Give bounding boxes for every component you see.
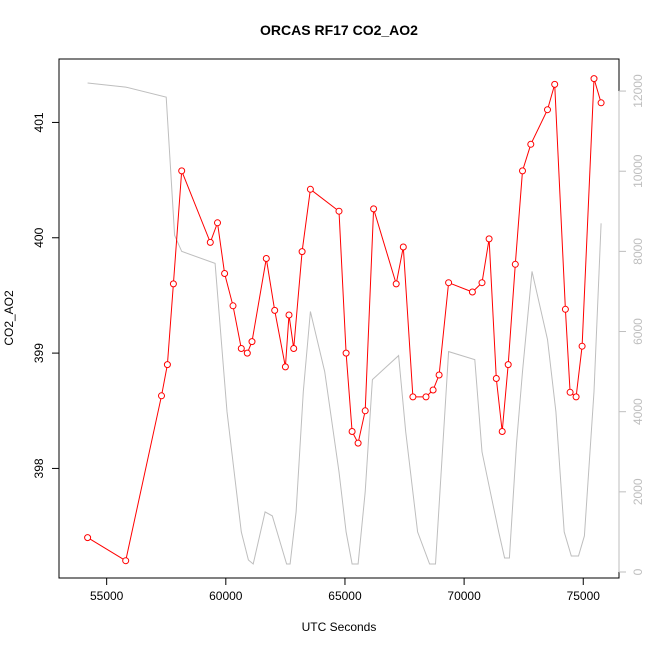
data-point	[399, 243, 407, 251]
x-tick-label: 70000	[447, 589, 481, 603]
y-axis-label: CO2_AO2	[2, 290, 16, 346]
y2-tick-label: 10000	[631, 154, 645, 188]
y2-tick-label: 0	[631, 568, 645, 575]
data-point	[561, 305, 569, 313]
data-point	[169, 280, 177, 288]
data-point	[485, 235, 493, 243]
data-point	[572, 393, 580, 401]
data-point	[392, 280, 400, 288]
data-point	[566, 388, 574, 396]
primary-series-line	[87, 78, 602, 562]
data-point	[409, 393, 417, 401]
data-point	[281, 363, 289, 371]
data-point	[519, 167, 526, 175]
data-point	[468, 288, 476, 296]
data-point	[84, 534, 92, 542]
data-point	[342, 349, 350, 357]
data-point	[551, 80, 559, 88]
x-axis: 55000 60000 65000 70000 75000	[90, 577, 601, 603]
y2-tick-label: 8000	[631, 238, 645, 265]
data-point	[237, 345, 245, 352]
data-point	[361, 407, 369, 415]
chart-title: ORCAS RF17 CO2_AO2	[260, 22, 418, 38]
data-point	[178, 167, 186, 175]
data-point	[492, 375, 500, 382]
x-axis-label: UTC Seconds	[302, 620, 377, 634]
data-point	[478, 279, 486, 287]
data-point	[306, 185, 314, 193]
y-axis-right: 0 2000 4000 6000 8000 10000 12000	[618, 74, 645, 575]
data-point	[122, 557, 130, 565]
data-point	[370, 205, 378, 213]
y-tick-label: 398	[32, 458, 46, 478]
data-point	[298, 248, 306, 256]
data-point	[262, 255, 270, 262]
y-tick-label: 399	[32, 343, 46, 363]
x-tick-label: 65000	[328, 589, 362, 603]
data-point	[597, 99, 605, 107]
y2-tick-label: 12000	[631, 74, 645, 108]
data-point	[335, 207, 343, 215]
data-point	[435, 371, 443, 379]
x-tick-label: 55000	[90, 589, 124, 603]
data-point	[422, 393, 430, 401]
data-point	[214, 219, 221, 227]
data-point	[445, 279, 453, 287]
data-point	[498, 428, 506, 435]
data-point	[248, 338, 256, 346]
data-point	[285, 311, 293, 319]
data-point	[229, 302, 237, 310]
data-point	[243, 349, 251, 357]
y2-tick-label: 4000	[631, 398, 645, 425]
y-tick-label: 401	[32, 112, 46, 132]
data-point	[590, 75, 598, 83]
data-point	[511, 260, 519, 268]
data-point	[163, 361, 171, 369]
data-point	[527, 140, 535, 148]
data-point	[271, 306, 279, 314]
data-point	[158, 392, 165, 400]
plot-frame	[58, 58, 620, 579]
primary-series	[84, 75, 605, 565]
data-point	[544, 106, 551, 114]
data-point	[578, 342, 586, 350]
x-tick-label: 60000	[209, 589, 243, 603]
y-axis-left: 398 399 400 401	[32, 112, 60, 478]
y2-tick-label: 2000	[631, 478, 645, 505]
secondary-series-line	[87, 82, 602, 565]
data-point	[290, 345, 298, 352]
data-point	[504, 361, 512, 369]
data-point	[206, 238, 214, 246]
y-tick-label: 400	[32, 227, 46, 247]
data-point	[221, 270, 229, 277]
x-tick-label: 75000	[567, 589, 601, 603]
data-point	[429, 386, 437, 394]
data-point	[354, 439, 362, 447]
y2-tick-label: 6000	[631, 318, 645, 345]
data-point	[348, 428, 356, 435]
secondary-series	[87, 82, 602, 565]
